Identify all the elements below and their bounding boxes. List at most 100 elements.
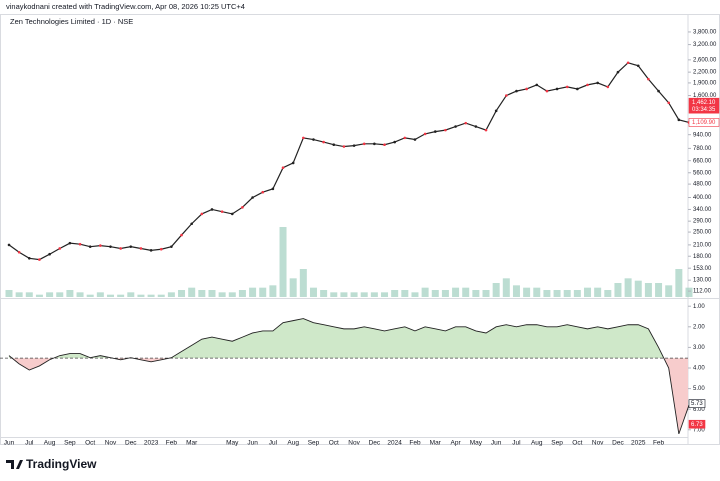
price-point: [636, 64, 640, 68]
volume-bar: [46, 292, 54, 297]
y-tick-label: 1,900.00: [693, 81, 717, 87]
x-tick-label: Oct: [329, 440, 339, 447]
x-tick-label: Sep: [64, 440, 76, 447]
y-tick-label: 2,200.00: [693, 70, 717, 76]
price-point: [484, 128, 488, 132]
price-point: [149, 249, 153, 252]
price-label-box: [688, 97, 720, 114]
price-point: [596, 81, 599, 85]
y-tick-label: 4.00: [693, 366, 705, 372]
x-tick-label: Aug: [531, 440, 543, 447]
y-tick-label: 6.00: [693, 407, 705, 413]
price-point: [362, 142, 366, 146]
volume-bar: [320, 290, 328, 297]
x-tick-label: Aug: [287, 440, 299, 447]
y-tick-label: 480.00: [693, 182, 712, 188]
volume-bar: [127, 292, 135, 297]
price-point: [210, 208, 214, 211]
volume-bar: [147, 294, 155, 297]
price-point: [342, 145, 346, 148]
y-tick-label: 153.00: [693, 266, 712, 272]
volume-bar: [238, 290, 246, 297]
price-point: [606, 85, 610, 89]
price-point: [433, 130, 437, 133]
x-tick-label: Feb: [653, 440, 665, 447]
brand: TradingView: [26, 457, 97, 471]
volume-bar: [685, 287, 693, 297]
x-tick-label: Jun: [247, 440, 258, 447]
volume-bar: [208, 290, 216, 297]
volume-bar: [340, 292, 348, 297]
y-tick-label: 112.00: [693, 289, 712, 295]
price-point: [413, 138, 417, 141]
y-tick-label: 3.00: [693, 345, 705, 351]
volume-bar: [228, 292, 236, 297]
y-tick-label: 290.00: [693, 219, 712, 225]
volume-bar: [137, 294, 145, 297]
price-point: [58, 247, 62, 250]
volume-bar: [482, 290, 490, 297]
price-point: [281, 166, 285, 169]
volume-bar: [259, 287, 267, 297]
volume-bar: [86, 294, 94, 297]
y-tick-label: 180.00: [693, 254, 712, 260]
x-tick-label: Sep: [308, 440, 320, 447]
price-point: [515, 89, 518, 93]
x-tick-label: Jul: [512, 440, 521, 447]
price-point: [88, 245, 92, 248]
volume-bar: [188, 287, 196, 297]
price-point: [291, 161, 295, 165]
value-label-box: [688, 419, 706, 429]
indicator-line: [8, 318, 690, 435]
x-tick-label: Feb: [166, 440, 178, 447]
countdown: 03:34:35: [692, 107, 716, 113]
price-label-box: [688, 118, 720, 127]
y-tick-label: 3,200.00: [693, 42, 717, 48]
volume-bar: [157, 294, 165, 297]
price-point: [241, 206, 244, 209]
volume-bar: [330, 292, 338, 297]
volume-bar: [431, 290, 439, 297]
y-tick-label: 2,600.00: [693, 57, 717, 63]
frame: [0, 14, 720, 445]
volume-bar: [614, 283, 622, 297]
price-point: [200, 212, 204, 216]
volume-bar: [502, 278, 510, 297]
value-label: 6.73: [691, 422, 703, 428]
y-tick-label: 560.00: [693, 170, 712, 176]
y-tick-label: 1.00: [693, 304, 705, 310]
price-point: [159, 247, 163, 251]
x-tick-label: Oct: [572, 440, 582, 447]
volume-bar: [634, 280, 642, 297]
price-point: [99, 244, 102, 247]
price-point: [251, 196, 254, 199]
volume-bar: [543, 290, 551, 297]
price-point: [586, 83, 589, 87]
y-tick-label: 3,800.00: [693, 30, 717, 36]
volume-bar: [462, 287, 470, 297]
y-tick-label: 2.00: [693, 324, 705, 330]
volume-bar: [655, 283, 663, 297]
price-point: [626, 61, 630, 65]
volume-bar: [76, 292, 84, 297]
price-point: [302, 136, 305, 140]
logo: TradingView: [6, 457, 97, 471]
y-tick-label: 780.00: [693, 146, 712, 152]
volume-bar: [594, 287, 602, 297]
x-tick-label: Mar: [430, 440, 442, 447]
volume-bar: [370, 292, 378, 297]
x-tick-label: Mar: [186, 440, 198, 447]
y-tick-label: 940.00: [693, 132, 712, 138]
x-tick-label: Jul: [25, 440, 34, 447]
logo-icon: [6, 460, 23, 469]
volume-bar: [584, 287, 592, 297]
volume-bar: [35, 294, 43, 297]
price-point: [545, 89, 549, 93]
volume-bar: [665, 285, 673, 297]
volume-bar: [512, 285, 520, 297]
volume-bar: [178, 290, 186, 297]
volume-bar: [401, 290, 409, 297]
price-point: [403, 136, 407, 140]
price-label: 1,462.10: [692, 100, 716, 106]
price-point: [190, 222, 193, 226]
